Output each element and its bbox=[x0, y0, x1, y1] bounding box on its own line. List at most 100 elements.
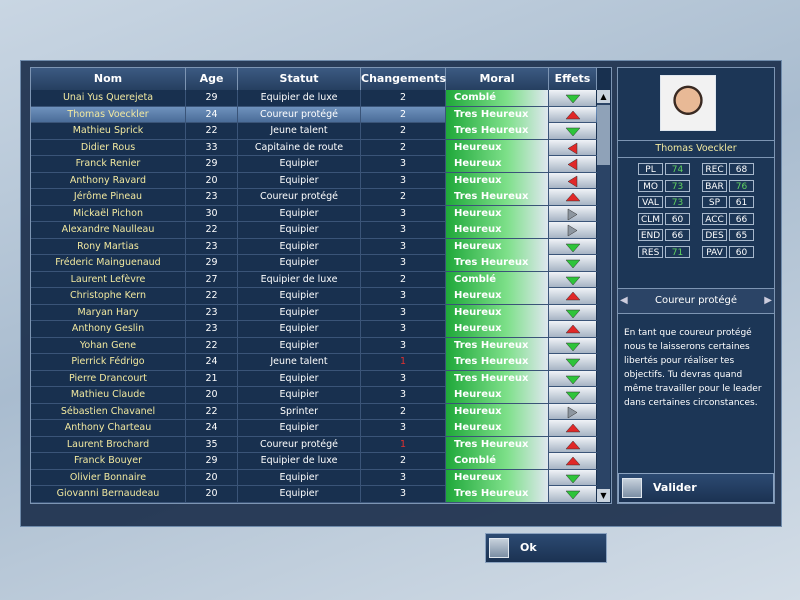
table-row[interactable]: Franck Bouyer 29 Equipier de luxe 2 Comblé bbox=[31, 453, 597, 470]
changes: 2 bbox=[361, 123, 446, 139]
age: 22 bbox=[186, 222, 238, 238]
age: 35 bbox=[186, 436, 238, 453]
age: 20 bbox=[186, 469, 238, 486]
changes: 3 bbox=[361, 222, 446, 238]
table-row[interactable]: Fréderic Mainguenaud 29 Equipier 3 Tres Heur… bbox=[31, 255, 597, 272]
changes: 3 bbox=[361, 304, 446, 321]
moral: Tres Heureux bbox=[446, 106, 549, 123]
status: Equipier bbox=[238, 238, 361, 255]
scrollbar[interactable]: ▲ ▼ bbox=[597, 90, 610, 502]
stat-value: 66 bbox=[729, 212, 754, 225]
rider-name: Mathieu Sprick bbox=[31, 123, 186, 139]
stat-value: 65 bbox=[729, 229, 754, 241]
table-row[interactable]: Unai Yus Querejeta 29 Equipier de luxe 2 Com… bbox=[31, 90, 597, 107]
age: 30 bbox=[186, 205, 238, 222]
effect-icon bbox=[549, 420, 596, 436]
moral: Heureux bbox=[446, 304, 549, 321]
table-row[interactable]: Anthony Geslin 23 Equipier 3 Heureux bbox=[31, 321, 597, 338]
moral: Comblé bbox=[446, 271, 549, 288]
rider-name: Anthony Charteau bbox=[31, 420, 186, 436]
changes: 3 bbox=[361, 486, 446, 502]
status: Equipier de luxe bbox=[238, 271, 361, 288]
moral: Tres Heureux bbox=[446, 486, 549, 502]
changes: 3 bbox=[361, 238, 446, 255]
changes: 3 bbox=[361, 469, 446, 486]
table-row[interactable]: Mathieu Sprick 22 Jeune talent 2 Tres Heureu… bbox=[31, 123, 597, 140]
status: Coureur protégé bbox=[238, 106, 361, 123]
effect-icon bbox=[549, 123, 596, 139]
age: 23 bbox=[186, 304, 238, 321]
table-row[interactable]: Mickaël Pichon 30 Equipier 3 Heureux bbox=[31, 205, 597, 222]
moral: Tres Heureux bbox=[446, 123, 549, 139]
table-row[interactable]: Alexandre Naulleau 22 Equipier 3 Heureux bbox=[31, 222, 597, 239]
status: Sprinter bbox=[238, 403, 361, 420]
table-row[interactable]: Anthony Charteau 24 Equipier 3 Heureux bbox=[31, 420, 597, 437]
table-row[interactable]: Pierre Drancourt 21 Equipier 3 Tres Heureux bbox=[31, 370, 597, 387]
table-row[interactable]: Yohan Gene 22 Equipier 3 Tres Heureux bbox=[31, 337, 597, 354]
effect-icon bbox=[549, 337, 596, 353]
table-row[interactable]: Thomas Voeckler 24 Coureur protégé 2 Tres He… bbox=[31, 106, 597, 123]
age: 24 bbox=[186, 420, 238, 436]
table-row[interactable]: Franck Renier 29 Equipier 3 Heureux bbox=[31, 156, 597, 173]
rider-photo bbox=[660, 75, 716, 131]
ok-label: Ok bbox=[520, 541, 537, 554]
table-row[interactable]: Jérôme Pineau 23 Coureur protégé 2 Tres Heur… bbox=[31, 189, 597, 206]
age: 23 bbox=[186, 189, 238, 205]
table-row[interactable]: Sébastien Chavanel 22 Sprinter 2 Heureux bbox=[31, 403, 597, 420]
table-row[interactable]: Pierrick Fédrigo 24 Jeune talent 1 Tres Heur… bbox=[31, 354, 597, 371]
status: Equipier bbox=[238, 288, 361, 304]
stat-label: DES bbox=[702, 229, 727, 241]
moral: Tres Heureux bbox=[446, 189, 549, 205]
role-selector[interactable]: ◀ Coureur protégé ▶ bbox=[618, 288, 774, 314]
validate-button[interactable]: Valider bbox=[618, 473, 774, 503]
stat-label: REC bbox=[702, 163, 727, 175]
changes: 3 bbox=[361, 288, 446, 304]
changes: 1 bbox=[361, 354, 446, 370]
age: 22 bbox=[186, 123, 238, 139]
table-row[interactable]: Olivier Bonnaire 20 Equipier 3 Heureux bbox=[31, 469, 597, 486]
table-row[interactable]: Mathieu Claude 20 Equipier 3 Heureux bbox=[31, 387, 597, 404]
column-header: Effets bbox=[549, 68, 597, 90]
rider-name: Thomas Voeckler bbox=[618, 140, 774, 158]
effect-icon bbox=[549, 453, 596, 469]
effect-icon bbox=[549, 189, 596, 205]
table-row[interactable]: Laurent Brochard 35 Coureur protégé 1 Tres H… bbox=[31, 436, 597, 453]
status: Capitaine de route bbox=[238, 139, 361, 156]
effect-icon bbox=[549, 222, 596, 238]
status: Equipier bbox=[238, 469, 361, 486]
stat-value: 71 bbox=[665, 245, 690, 258]
status: Equipier bbox=[238, 222, 361, 238]
status: Coureur protégé bbox=[238, 436, 361, 453]
changes: 3 bbox=[361, 205, 446, 222]
table-row[interactable]: Christophe Kern 22 Equipier 3 Heureux bbox=[31, 288, 597, 305]
table-row[interactable]: Laurent Lefèvre 27 Equipier de luxe 2 Comblé bbox=[31, 271, 597, 288]
stat-value: 76 bbox=[729, 179, 754, 192]
changes: 2 bbox=[361, 403, 446, 420]
status: Equipier bbox=[238, 172, 361, 189]
table-row[interactable]: Anthony Ravard 20 Equipier 3 Heureux bbox=[31, 172, 597, 189]
rider-name: Franck Bouyer bbox=[31, 453, 186, 469]
moral: Heureux bbox=[446, 139, 549, 156]
effect-icon bbox=[549, 205, 596, 221]
stat-value: 60 bbox=[729, 245, 754, 258]
status: Equipier bbox=[238, 337, 361, 354]
stat-label: END bbox=[638, 229, 663, 241]
rider-name: Pierre Drancourt bbox=[31, 370, 186, 387]
rider-name: Anthony Geslin bbox=[31, 321, 186, 337]
ok-button[interactable]: Ok bbox=[485, 533, 607, 563]
age: 29 bbox=[186, 255, 238, 271]
moral: Comblé bbox=[446, 453, 549, 469]
moral: Heureux bbox=[446, 156, 549, 172]
effect-icon bbox=[549, 370, 596, 386]
status: Equipier bbox=[238, 304, 361, 321]
moral: Tres Heureux bbox=[446, 436, 549, 453]
table-row[interactable]: Giovanni Bernaudeau 20 Equipier 3 Tres Heure… bbox=[31, 486, 597, 503]
table-row[interactable]: Maryan Hary 23 Equipier 3 Heureux bbox=[31, 304, 597, 321]
changes: 3 bbox=[361, 420, 446, 436]
stat-value: 61 bbox=[729, 196, 754, 208]
rider-name: Sébastien Chavanel bbox=[31, 403, 186, 420]
table-row[interactable]: Didier Rous 33 Capitaine de route 2 Heureux bbox=[31, 139, 597, 156]
age: 27 bbox=[186, 271, 238, 288]
table-row[interactable]: Rony Martias 23 Equipier 3 Heureux bbox=[31, 238, 597, 255]
